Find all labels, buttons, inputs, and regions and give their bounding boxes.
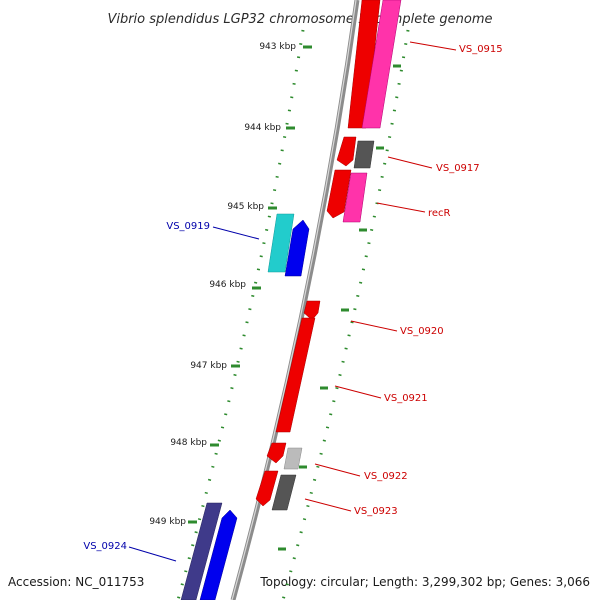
gene-recr-feature xyxy=(326,169,352,219)
leader-recr xyxy=(376,202,426,213)
gene-label-vs0917[interactable]: VS_0917 xyxy=(436,163,480,174)
gene-vs0921-feature xyxy=(275,317,316,433)
kbp-label-943: 943 kbp xyxy=(259,42,296,52)
gene-vs0924-cds xyxy=(199,509,238,600)
gene-vs0917-cds xyxy=(353,140,375,169)
gene-label-vs0915[interactable]: VS_0915 xyxy=(459,44,503,55)
gene-label-vs0923[interactable]: VS_0923 xyxy=(354,506,398,517)
chromosome-backbone xyxy=(230,0,360,600)
leader-vs0915 xyxy=(409,41,457,51)
gene-vs0919-cds xyxy=(284,219,310,277)
map-title: Vibrio splendidus LGP32 chromosome 1, co… xyxy=(107,12,492,27)
leader-lines xyxy=(128,41,457,562)
gene-vs0920-feature xyxy=(303,300,321,321)
gene-label-recr[interactable]: recR xyxy=(428,208,451,219)
gene-vs0923-cds xyxy=(271,474,297,511)
leader-vs0921 xyxy=(334,385,382,399)
gene-vs0917-feature xyxy=(336,136,357,167)
leader-vs0917 xyxy=(387,156,433,169)
leader-vs0922 xyxy=(314,463,361,477)
gene-recr-cds xyxy=(342,172,368,223)
accession-label: Accession: NC_011753 xyxy=(8,575,144,589)
kbp-label-948: 948 kbp xyxy=(170,438,207,448)
gene-vs0915-cds xyxy=(361,0,402,129)
major-ticks xyxy=(188,45,401,551)
kbp-label-945: 945 kbp xyxy=(227,202,264,212)
gene-label-vs0920[interactable]: VS_0920 xyxy=(400,326,444,337)
leader-vs0920 xyxy=(350,320,398,332)
gene-vs0919-feature xyxy=(267,213,295,273)
genome-summary: Topology: circular; Length: 3,299,302 bp… xyxy=(259,575,590,589)
kbp-label-944: 944 kbp xyxy=(244,123,281,133)
gene-vs0923-feature xyxy=(255,470,279,507)
tick-track-left xyxy=(176,29,305,600)
gene-label-vs0921[interactable]: VS_0921 xyxy=(384,393,428,404)
leader-vs0919 xyxy=(212,226,260,240)
gene-label-vs0919[interactable]: VS_0919 xyxy=(166,221,210,232)
kbp-label-949: 949 kbp xyxy=(149,517,186,527)
gene-vs0922-cds xyxy=(283,447,303,470)
leader-vs0924 xyxy=(128,546,177,562)
kbp-label-947: 947 kbp xyxy=(190,361,227,371)
chromosome-backbone-highlight xyxy=(231,0,357,600)
leader-vs0923 xyxy=(304,498,352,512)
gene-vs0924-feature xyxy=(180,502,223,600)
gene-label-vs0922[interactable]: VS_0922 xyxy=(364,471,408,482)
gene-vs0922-feature xyxy=(266,442,287,464)
gene-label-vs0924[interactable]: VS_0924 xyxy=(83,541,127,552)
kbp-label-946: 946 kbp xyxy=(209,280,246,290)
